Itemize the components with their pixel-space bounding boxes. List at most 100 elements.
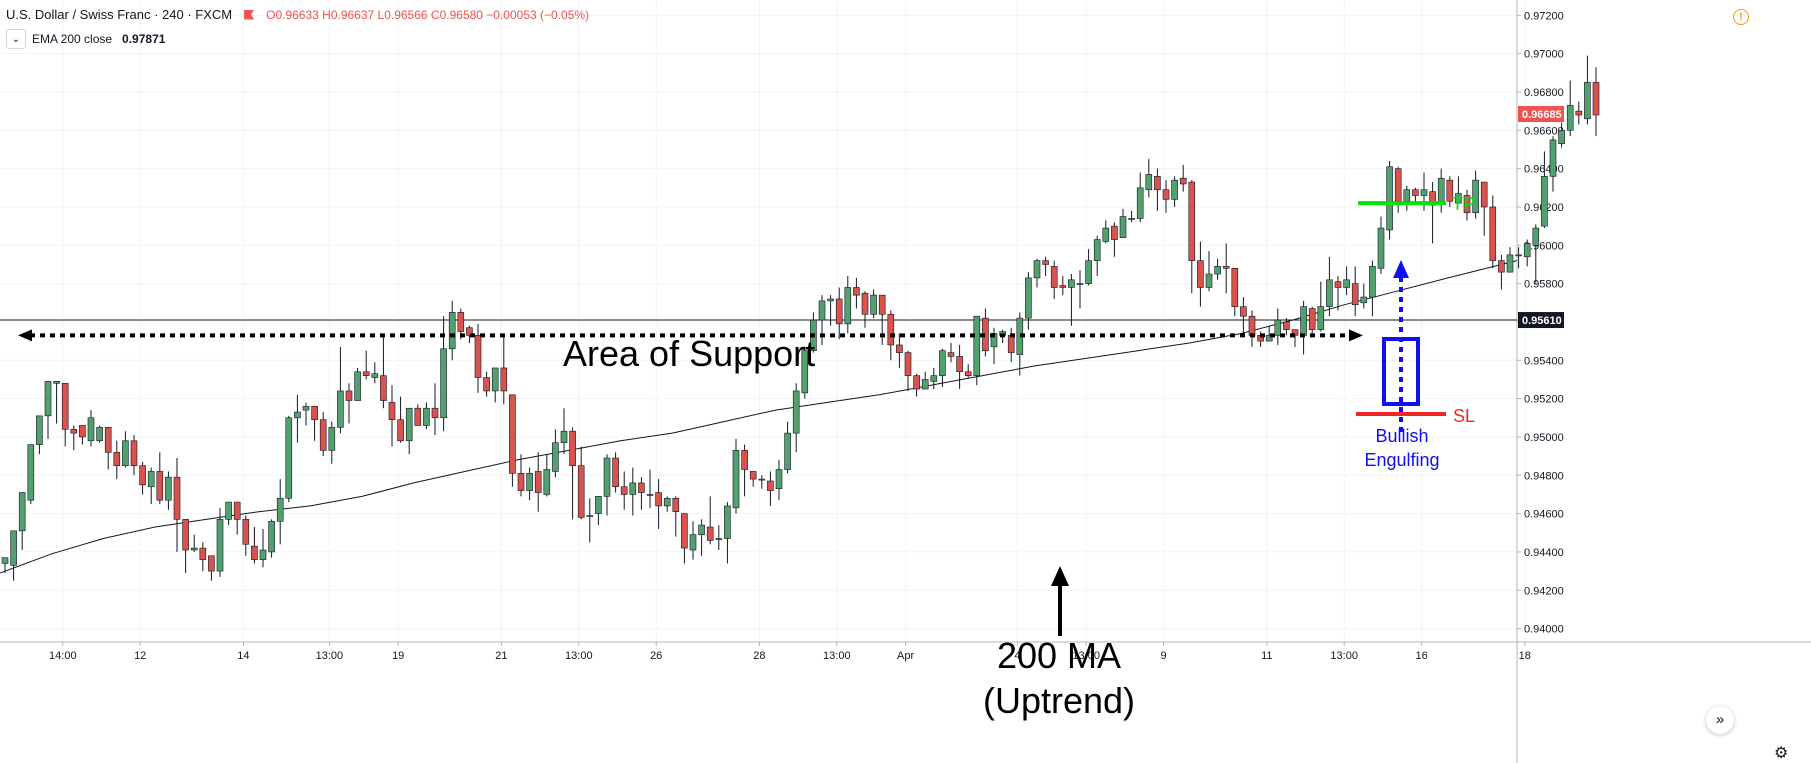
candle-up	[216, 507, 224, 577]
candle-body	[853, 287, 860, 296]
candle-body	[1386, 166, 1393, 231]
candle-body	[122, 440, 129, 466]
candle-down	[397, 396, 404, 443]
pattern-text-1: Bullish	[1375, 426, 1428, 446]
candle-down	[483, 371, 490, 397]
candle-body	[1455, 193, 1462, 204]
time-axis[interactable]: 14:00 12 14 13:00 19 21 13:00 26 28 13:00 Apr 4 13:0…	[0, 641, 1811, 662]
candle-body	[767, 480, 774, 491]
candle-up	[87, 410, 95, 447]
price-tick-label: 0.94800	[1524, 470, 1564, 482]
time-tick-label: 14:00	[49, 650, 77, 662]
candle-body	[681, 513, 688, 549]
annotations: Area of Support 200 MA (Uptrend) TP SL B…	[18, 194, 1475, 721]
candle-body	[268, 520, 275, 553]
candle-up	[1102, 220, 1110, 244]
candle-down	[853, 277, 860, 309]
candle-body	[964, 371, 972, 376]
candle-body	[1265, 335, 1273, 342]
warning-icon[interactable]: !	[1733, 9, 1749, 25]
candle-up	[560, 408, 568, 455]
tp-label: TP	[1452, 194, 1475, 214]
candle-down	[130, 435, 138, 476]
candle-up	[1317, 281, 1325, 332]
flag-icon[interactable]	[244, 9, 255, 20]
ohlc-values: O0.96633 H0.96637 L0.96566 C0.96580 −0.0…	[266, 7, 590, 22]
candle-down	[362, 350, 370, 380]
candle-body	[1214, 266, 1221, 275]
candle-up	[1558, 122, 1565, 148]
candle-up	[1326, 256, 1333, 317]
candle-body	[1059, 285, 1067, 288]
candle-body	[724, 505, 731, 539]
candle-up	[775, 459, 783, 501]
candle-body	[835, 298, 843, 325]
candle-up	[732, 438, 740, 514]
candle-up	[1068, 274, 1075, 326]
candle-down	[311, 405, 318, 441]
candle-up	[939, 348, 946, 388]
support-arrow-right-head	[1349, 329, 1363, 342]
candle-body	[1592, 82, 1600, 116]
time-tick-label: 13:00	[1330, 650, 1358, 662]
symbol-title[interactable]: U.S. Dollar / Swiss Franc · 240 · FXCM	[6, 7, 233, 22]
candle-body	[474, 335, 482, 378]
candle-down	[61, 382, 69, 447]
candle-body	[423, 407, 430, 426]
candle-up	[930, 367, 938, 390]
candle-body	[61, 382, 69, 430]
candle-up	[96, 425, 103, 443]
candle-up	[259, 528, 267, 568]
candle-up	[724, 502, 731, 564]
candle-up	[1532, 224, 1540, 284]
time-tick-label: 19	[392, 650, 404, 662]
price-tick-label: 0.96800	[1524, 87, 1564, 99]
candle-body	[1463, 195, 1471, 214]
candle-up	[595, 496, 602, 526]
candle-body	[1248, 315, 1256, 336]
candle-body	[1068, 279, 1075, 288]
indicator-name[interactable]: EMA 200 close	[32, 32, 113, 46]
candle-body	[44, 381, 52, 417]
candle-down	[913, 373, 920, 397]
candle-body	[956, 356, 963, 373]
candle-body	[1489, 206, 1497, 261]
scroll-to-realtime-button[interactable]: »	[1706, 706, 1734, 734]
candle-down	[1351, 266, 1359, 317]
candle-body	[896, 344, 903, 353]
candle-body	[672, 497, 680, 512]
candle-body	[638, 482, 645, 493]
candle-up	[18, 492, 26, 551]
last-price-value: 0.96685	[1522, 109, 1562, 121]
price-tick-label: 0.94600	[1524, 509, 1564, 521]
candle-body	[79, 425, 86, 438]
candle-body	[483, 377, 490, 392]
candle-body	[1317, 306, 1325, 330]
legend: U.S. Dollar / Swiss Franc · 240 · FXCM O…	[6, 7, 589, 22]
gear-icon[interactable]: ⚙	[1774, 745, 1789, 762]
candle-up	[491, 367, 499, 403]
candle-up	[603, 454, 611, 516]
candle-body	[939, 350, 946, 376]
candle-body	[1033, 260, 1041, 279]
candle-up	[1085, 249, 1092, 286]
candle-up	[1523, 239, 1531, 267]
candle-body	[328, 427, 336, 451]
candle-down	[1498, 254, 1505, 290]
candle-up	[276, 479, 284, 545]
candle-up	[448, 300, 456, 361]
candle-up	[1128, 210, 1135, 223]
candle-body	[233, 501, 241, 520]
candle-body	[208, 555, 215, 572]
chevron-down-icon[interactable]: ⌄	[6, 29, 26, 49]
candle-down	[79, 425, 86, 445]
candle-up	[1455, 176, 1462, 204]
candle-down	[474, 323, 482, 393]
candle-up	[36, 415, 43, 455]
candle-body	[1050, 266, 1058, 288]
candle-down	[1248, 310, 1256, 347]
candle-body	[1154, 176, 1161, 191]
candle-body	[53, 381, 60, 384]
price-tick-label: 0.95400	[1524, 355, 1564, 367]
